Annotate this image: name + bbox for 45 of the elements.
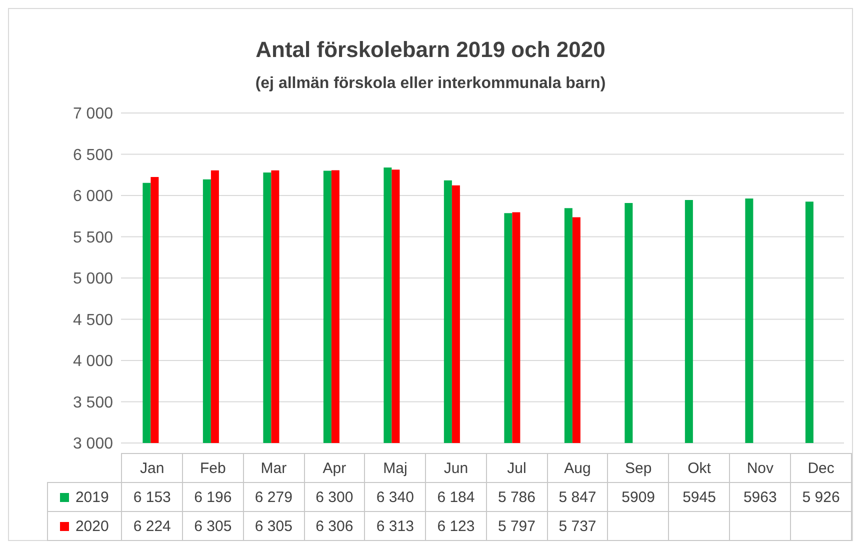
y-tick-label: 3 000 [72, 436, 114, 453]
data-label: 6 305 [182, 512, 244, 540]
data-label: 6 313 [364, 512, 426, 540]
chart-subtitle: (ej allmän förskola eller interkommunala barn) [254, 75, 607, 93]
x-tick-label: Feb [182, 454, 244, 482]
data-label: 6 279 [243, 482, 304, 512]
chart-title: Antal förskolebarn 2019 och 2020 [254, 36, 606, 63]
data-label: 6 306 [304, 512, 365, 540]
data-label: 5 847 [547, 482, 608, 512]
data-label: 5 926 [790, 482, 852, 512]
x-tick-label: Jul [486, 454, 548, 482]
x-tick-label: Apr [304, 454, 365, 482]
x-tick-label: Jan [122, 454, 183, 482]
x-tick-label: Dec [790, 454, 852, 482]
data-label: 6 300 [304, 482, 365, 512]
data-label: 6 184 [426, 482, 486, 512]
data-label: 5 737 [547, 512, 608, 540]
x-tick-label: Aug [547, 454, 608, 482]
y-tick-label: 6 000 [72, 188, 114, 206]
data-label: 5909 [608, 482, 669, 512]
data-label: 6 305 [243, 512, 304, 540]
data-label: 5 786 [486, 482, 548, 512]
y-tick-label: 7 000 [72, 106, 114, 123]
y-tick-label: 5 000 [72, 270, 114, 288]
data-label: 5963 [730, 482, 791, 512]
data-label: 6 340 [364, 482, 426, 512]
data-label: 5 797 [486, 512, 548, 540]
x-tick-label: Jun [426, 454, 486, 482]
x-tick-label: Nov [730, 454, 791, 482]
y-tick-label: 3 500 [72, 394, 114, 412]
y-tick-label: 6 500 [72, 146, 114, 164]
y-tick-label: 5 500 [72, 229, 114, 246]
legend-label: 2020 [48, 512, 122, 540]
legend-label: 2019 [48, 482, 122, 512]
y-tick-label: 4 500 [72, 312, 114, 329]
x-tick-label: Maj [364, 454, 426, 482]
data-label: 6 196 [182, 482, 244, 512]
data-label: 6 224 [122, 512, 183, 540]
x-tick-label: Mar [243, 454, 304, 482]
x-tick-label: Sep [608, 454, 669, 482]
data-label: 5945 [668, 482, 730, 512]
y-tick-label: 4 000 [72, 353, 114, 370]
data-label: 6 123 [426, 512, 486, 540]
data-label: 6 153 [122, 482, 183, 512]
x-tick-label: Okt [668, 454, 730, 482]
